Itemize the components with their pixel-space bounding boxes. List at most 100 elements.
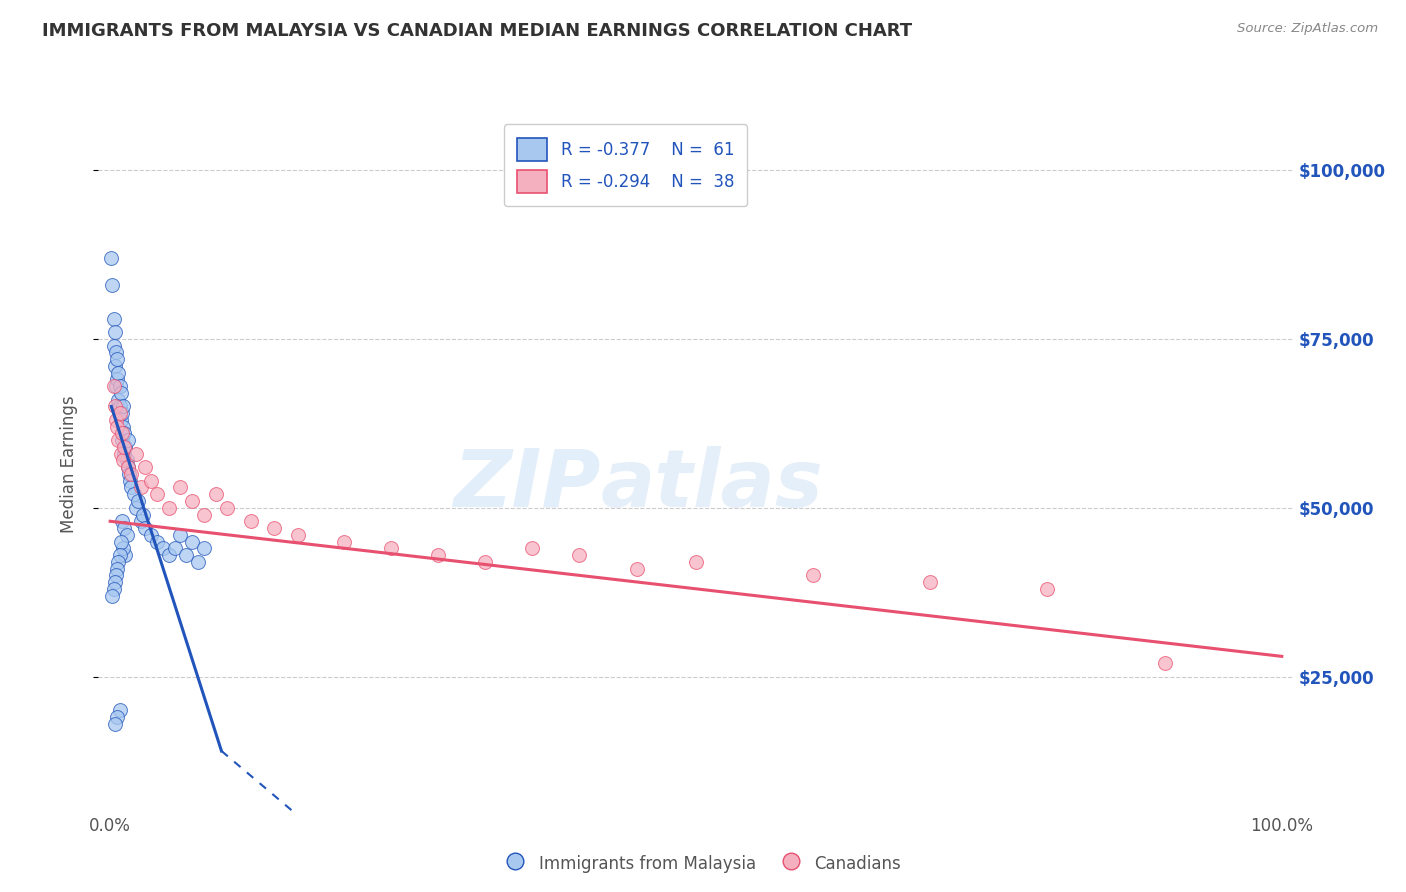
Point — [105, 413, 128, 427]
Point — [111, 426, 134, 441]
Point — [1036, 582, 1059, 596]
Text: IMMIGRANTS FROM MALAYSIA VS CANADIAN MEDIAN EARNINGS CORRELATION CHART: IMMIGRANTS FROM MALAYSIA VS CANADIAN MED… — [42, 22, 912, 40]
Point — [122, 487, 145, 501]
Text: atlas: atlas — [600, 446, 823, 524]
Point — [626, 561, 648, 575]
Point — [125, 500, 148, 515]
Point — [125, 447, 148, 461]
Point — [107, 366, 129, 380]
Point — [104, 717, 127, 731]
Point — [105, 372, 128, 386]
Point — [107, 392, 129, 407]
Point — [111, 433, 134, 447]
Text: ZIP: ZIP — [453, 446, 600, 524]
Point — [112, 447, 135, 461]
Point — [110, 534, 132, 549]
Point — [111, 514, 134, 528]
Point — [101, 589, 124, 603]
Legend: Immigrants from Malaysia, Canadians: Immigrants from Malaysia, Canadians — [499, 847, 907, 880]
Point — [105, 561, 128, 575]
Point — [157, 548, 180, 562]
Point — [157, 500, 180, 515]
Point — [181, 494, 204, 508]
Point — [204, 487, 226, 501]
Point — [152, 541, 174, 556]
Point — [120, 474, 142, 488]
Point — [120, 481, 142, 495]
Point — [263, 521, 285, 535]
Legend: R = -0.377    N =  61, R = -0.294    N =  38: R = -0.377 N = 61, R = -0.294 N = 38 — [503, 124, 748, 206]
Point — [193, 541, 215, 556]
Point — [103, 338, 125, 352]
Point — [115, 453, 138, 467]
Point — [112, 426, 135, 441]
Point — [108, 400, 131, 414]
Point — [520, 541, 543, 556]
Point — [100, 251, 122, 265]
Point — [217, 500, 239, 515]
Point — [110, 385, 132, 400]
Point — [134, 521, 156, 535]
Point — [920, 575, 942, 590]
Point — [115, 528, 138, 542]
Point — [112, 453, 135, 467]
Point — [120, 467, 142, 481]
Point — [108, 379, 131, 393]
Point — [239, 514, 262, 528]
Point — [132, 508, 155, 522]
Point — [112, 440, 135, 454]
Point — [104, 400, 127, 414]
Point — [141, 528, 163, 542]
Point — [801, 568, 824, 582]
Point — [287, 528, 309, 542]
Y-axis label: Median Earnings: Median Earnings — [59, 395, 77, 533]
Point — [333, 534, 356, 549]
Point — [114, 548, 136, 562]
Point — [169, 528, 191, 542]
Point — [108, 548, 131, 562]
Point — [104, 359, 127, 373]
Point — [181, 534, 204, 549]
Point — [111, 406, 134, 420]
Point — [114, 440, 136, 454]
Point — [117, 460, 139, 475]
Point — [112, 521, 135, 535]
Point — [129, 481, 152, 495]
Point — [107, 433, 129, 447]
Point — [104, 575, 127, 590]
Point — [105, 710, 128, 724]
Point — [104, 325, 127, 339]
Point — [193, 508, 215, 522]
Text: Source: ZipAtlas.com: Source: ZipAtlas.com — [1237, 22, 1378, 36]
Point — [112, 541, 135, 556]
Point — [105, 419, 128, 434]
Point — [568, 548, 591, 562]
Point — [685, 555, 707, 569]
Point — [1153, 656, 1175, 670]
Point — [174, 548, 197, 562]
Point — [127, 494, 149, 508]
Point — [110, 413, 132, 427]
Point — [105, 568, 128, 582]
Point — [118, 467, 141, 481]
Point — [380, 541, 402, 556]
Point — [105, 345, 128, 359]
Point — [117, 433, 139, 447]
Point — [146, 487, 169, 501]
Point — [134, 460, 156, 475]
Point — [187, 555, 209, 569]
Point — [474, 555, 496, 569]
Point — [141, 474, 163, 488]
Point — [103, 311, 125, 326]
Point — [101, 277, 124, 292]
Point — [103, 379, 125, 393]
Point — [427, 548, 450, 562]
Point — [107, 555, 129, 569]
Point — [117, 460, 139, 475]
Point — [146, 534, 169, 549]
Point — [112, 400, 135, 414]
Point — [169, 481, 191, 495]
Point — [108, 406, 131, 420]
Point — [129, 514, 152, 528]
Point — [110, 447, 132, 461]
